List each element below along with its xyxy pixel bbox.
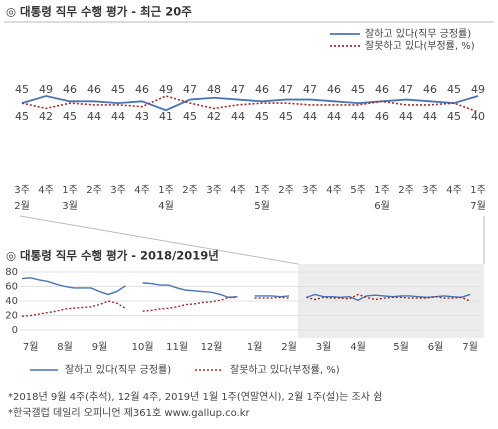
x-tick-label: 2주 (398, 185, 414, 196)
data-label: 46 (255, 83, 269, 96)
data-label: 41 (159, 110, 173, 123)
data-label: 45 (183, 110, 197, 123)
data-label: 47 (279, 83, 293, 96)
data-label: 43 (135, 110, 149, 123)
data-label: 46 (423, 83, 437, 96)
footnote: *한국갤럽 데일리 오피니언 제361호 www.gallup.co.kr (8, 407, 251, 419)
x-tick-label: 4월 (350, 341, 366, 353)
data-label: 45 (63, 110, 77, 123)
data-label: 44 (87, 110, 101, 123)
x-tick-label: 7월 (23, 341, 39, 353)
x-tick-label: 4주 (134, 185, 150, 196)
data-label: 45 (279, 110, 293, 123)
x-group-label: 3월 (62, 200, 78, 212)
x-tick-label: 3주 (206, 185, 222, 196)
x-group-label: 7월 (470, 200, 486, 212)
data-label: 45 (351, 83, 365, 96)
data-label: 40 (471, 110, 485, 123)
x-group-label: 2월 (14, 200, 30, 212)
y-tick-label: 40 (5, 296, 18, 307)
data-label: 45 (255, 110, 269, 123)
series-line (21, 293, 471, 317)
x-tick-label: 11월 (166, 341, 188, 353)
data-label: 45 (15, 110, 29, 123)
data-label: 42 (39, 110, 53, 123)
x-tick-label: 3주 (110, 185, 126, 196)
x-tick-label: 2주 (86, 185, 102, 196)
data-label: 42 (207, 110, 221, 123)
data-label: 46 (135, 83, 149, 96)
series-line (21, 95, 479, 112)
x-tick-label: 6월 (428, 341, 444, 353)
legend-label: 잘하고 있다(직무 긍정률) (365, 27, 471, 40)
data-label: 44 (423, 110, 437, 123)
x-tick-label: 5주 (350, 185, 366, 196)
x-tick-label: 2주 (182, 185, 198, 196)
legend-label: 잘못하고 있다(부정률, %) (230, 363, 340, 376)
data-label: 44 (351, 110, 365, 123)
chart-title: ◎ 대통령 직무 수행 평가 - 2018/2019년 (6, 249, 219, 263)
y-tick-label: 20 (5, 311, 18, 322)
x-tick-label: 4주 (230, 185, 246, 196)
data-label: 49 (471, 83, 485, 96)
footnote: *2018년 9월 4주(추석), 12월 4주, 2019년 1월 1주(연말… (8, 391, 382, 403)
x-tick-label: 3월 (316, 341, 332, 353)
data-label: 48 (207, 83, 221, 96)
x-tick-label: 2월 (281, 341, 297, 353)
data-label: 45 (15, 83, 29, 96)
x-tick-label: 3주 (14, 185, 30, 196)
data-label: 45 (447, 110, 461, 123)
x-tick-label: 4주 (326, 185, 342, 196)
data-label: 45 (111, 83, 125, 96)
x-tick-label: 9월 (92, 341, 108, 353)
x-tick-label: 3주 (302, 185, 318, 196)
x-tick-label: 2주 (278, 185, 294, 196)
x-tick-label: 1주 (158, 185, 174, 196)
x-tick-label: 10월 (132, 341, 154, 353)
y-tick-label: 0 (12, 325, 18, 336)
data-label: 46 (87, 83, 101, 96)
x-tick-label: 4주 (446, 185, 462, 196)
zoom-line (19, 215, 299, 265)
x-tick-label: 1주 (374, 185, 390, 196)
x-group-label: 5월 (254, 200, 270, 212)
data-label: 44 (303, 110, 317, 123)
series-line (21, 95, 479, 113)
x-tick-label: 5월 (393, 341, 409, 353)
y-tick-label: 80 (5, 267, 18, 278)
data-label: 44 (111, 110, 125, 123)
chart-title: ◎ 대통령 직무 수행 평가 - 최근 20주 (6, 5, 192, 19)
y-tick-label: 60 (5, 282, 18, 293)
x-tick-label: 1월 (247, 341, 263, 353)
x-tick-label: 3주 (422, 185, 438, 196)
data-label: 47 (231, 83, 245, 96)
x-tick-label: 1주 (470, 185, 486, 196)
data-label: 47 (183, 83, 197, 96)
data-label: 46 (375, 110, 389, 123)
x-tick-label: 12월 (201, 341, 223, 353)
x-tick-label: 4주 (38, 185, 54, 196)
legend-label: 잘못하고 있다(부정률, %) (365, 39, 475, 52)
x-tick-label: 1주 (62, 185, 78, 196)
data-label: 44 (231, 110, 245, 123)
data-label: 49 (159, 83, 173, 96)
x-group-label: 6월 (374, 200, 390, 212)
data-label: 46 (375, 83, 389, 96)
data-label: 49 (39, 83, 53, 96)
data-label: 44 (327, 110, 341, 123)
data-label: 47 (399, 83, 413, 96)
x-group-label: 4월 (158, 200, 174, 212)
x-tick-label: 8월 (57, 341, 73, 353)
data-label: 44 (399, 110, 413, 123)
data-label: 46 (63, 83, 77, 96)
data-label: 45 (447, 83, 461, 96)
series-line (21, 277, 471, 302)
x-tick-label: 7월 (462, 341, 478, 353)
data-label: 47 (303, 83, 317, 96)
legend-label: 잘하고 있다(직무 긍정률) (65, 363, 171, 376)
data-label: 46 (327, 83, 341, 96)
x-tick-label: 1주 (254, 185, 270, 196)
